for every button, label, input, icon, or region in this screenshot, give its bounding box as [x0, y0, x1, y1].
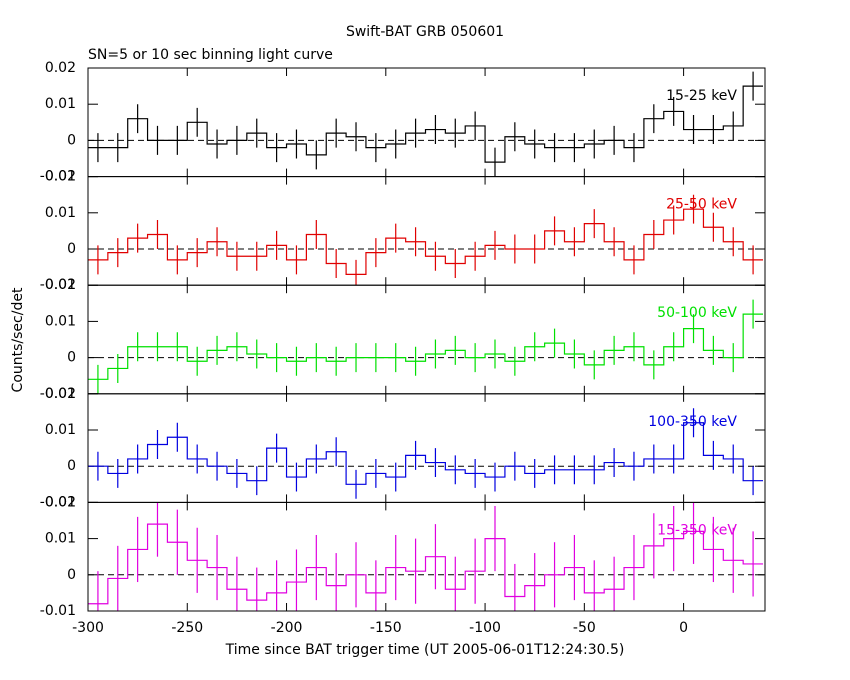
series-group	[88, 408, 765, 499]
series-group	[88, 299, 765, 394]
y-tick-label: -0.01	[40, 603, 76, 619]
y-tick-label: 0.01	[45, 531, 76, 547]
y-tick-label: 0.01	[45, 205, 76, 221]
y-axis-label: Counts/sec/det	[10, 287, 26, 392]
y-tick-label: 0.02	[45, 60, 76, 76]
y-tick-label: 0	[67, 567, 76, 583]
light-curve	[88, 313, 764, 380]
y-tick-label: 0.02	[45, 277, 76, 293]
y-tick-label: -0.01	[40, 494, 76, 510]
y-tick-label: 0.02	[45, 386, 76, 402]
panel-frame	[87, 501, 766, 612]
light-curve	[88, 85, 764, 163]
y-tick-label: 0	[67, 458, 76, 474]
legend-label: 50-100 keV	[657, 305, 737, 321]
x-tick-label: -200	[271, 620, 303, 636]
x-axis-label: Time since BAT trigger time (UT 2005-06-…	[225, 642, 625, 658]
chart-subtitle: SN=5 or 10 sec binning light curve	[88, 47, 333, 63]
y-tick-label: 0.02	[45, 494, 76, 510]
series-group	[88, 502, 765, 611]
light-curve	[88, 523, 764, 605]
y-tick-label: -0.01	[40, 169, 76, 185]
series-group	[88, 71, 765, 177]
y-tick-label: -0.01	[40, 277, 76, 293]
legend-label: 15-350 keV	[657, 522, 737, 538]
x-tick-label: -300	[72, 620, 104, 636]
legend-label: 25-50 keV	[666, 197, 737, 213]
y-tick-label: 0.02	[45, 169, 76, 185]
y-tick-label: 0	[67, 241, 76, 257]
x-tick-label: -100	[469, 620, 501, 636]
panel-frame	[87, 284, 766, 395]
chart-title: Swift-BAT GRB 050601	[346, 24, 504, 40]
y-tick-label: 0	[67, 350, 76, 366]
y-tick-label: -0.01	[40, 386, 76, 402]
x-tick-label: -50	[573, 620, 596, 636]
panel-frame	[87, 393, 766, 503]
x-tick-label: 0	[679, 620, 688, 636]
y-tick-label: 0.01	[45, 313, 76, 329]
legend-label: 100-350 keV	[648, 414, 737, 430]
x-tick-label: -150	[370, 620, 402, 636]
light-curve	[88, 208, 764, 275]
x-tick-label: -250	[171, 620, 203, 636]
y-tick-label: 0	[67, 132, 76, 148]
legend-label: 15-25 keV	[666, 88, 737, 104]
light-curve	[88, 422, 764, 485]
y-tick-label: 0.01	[45, 422, 76, 438]
series-group	[88, 194, 765, 286]
y-tick-label: 0.01	[45, 96, 76, 112]
